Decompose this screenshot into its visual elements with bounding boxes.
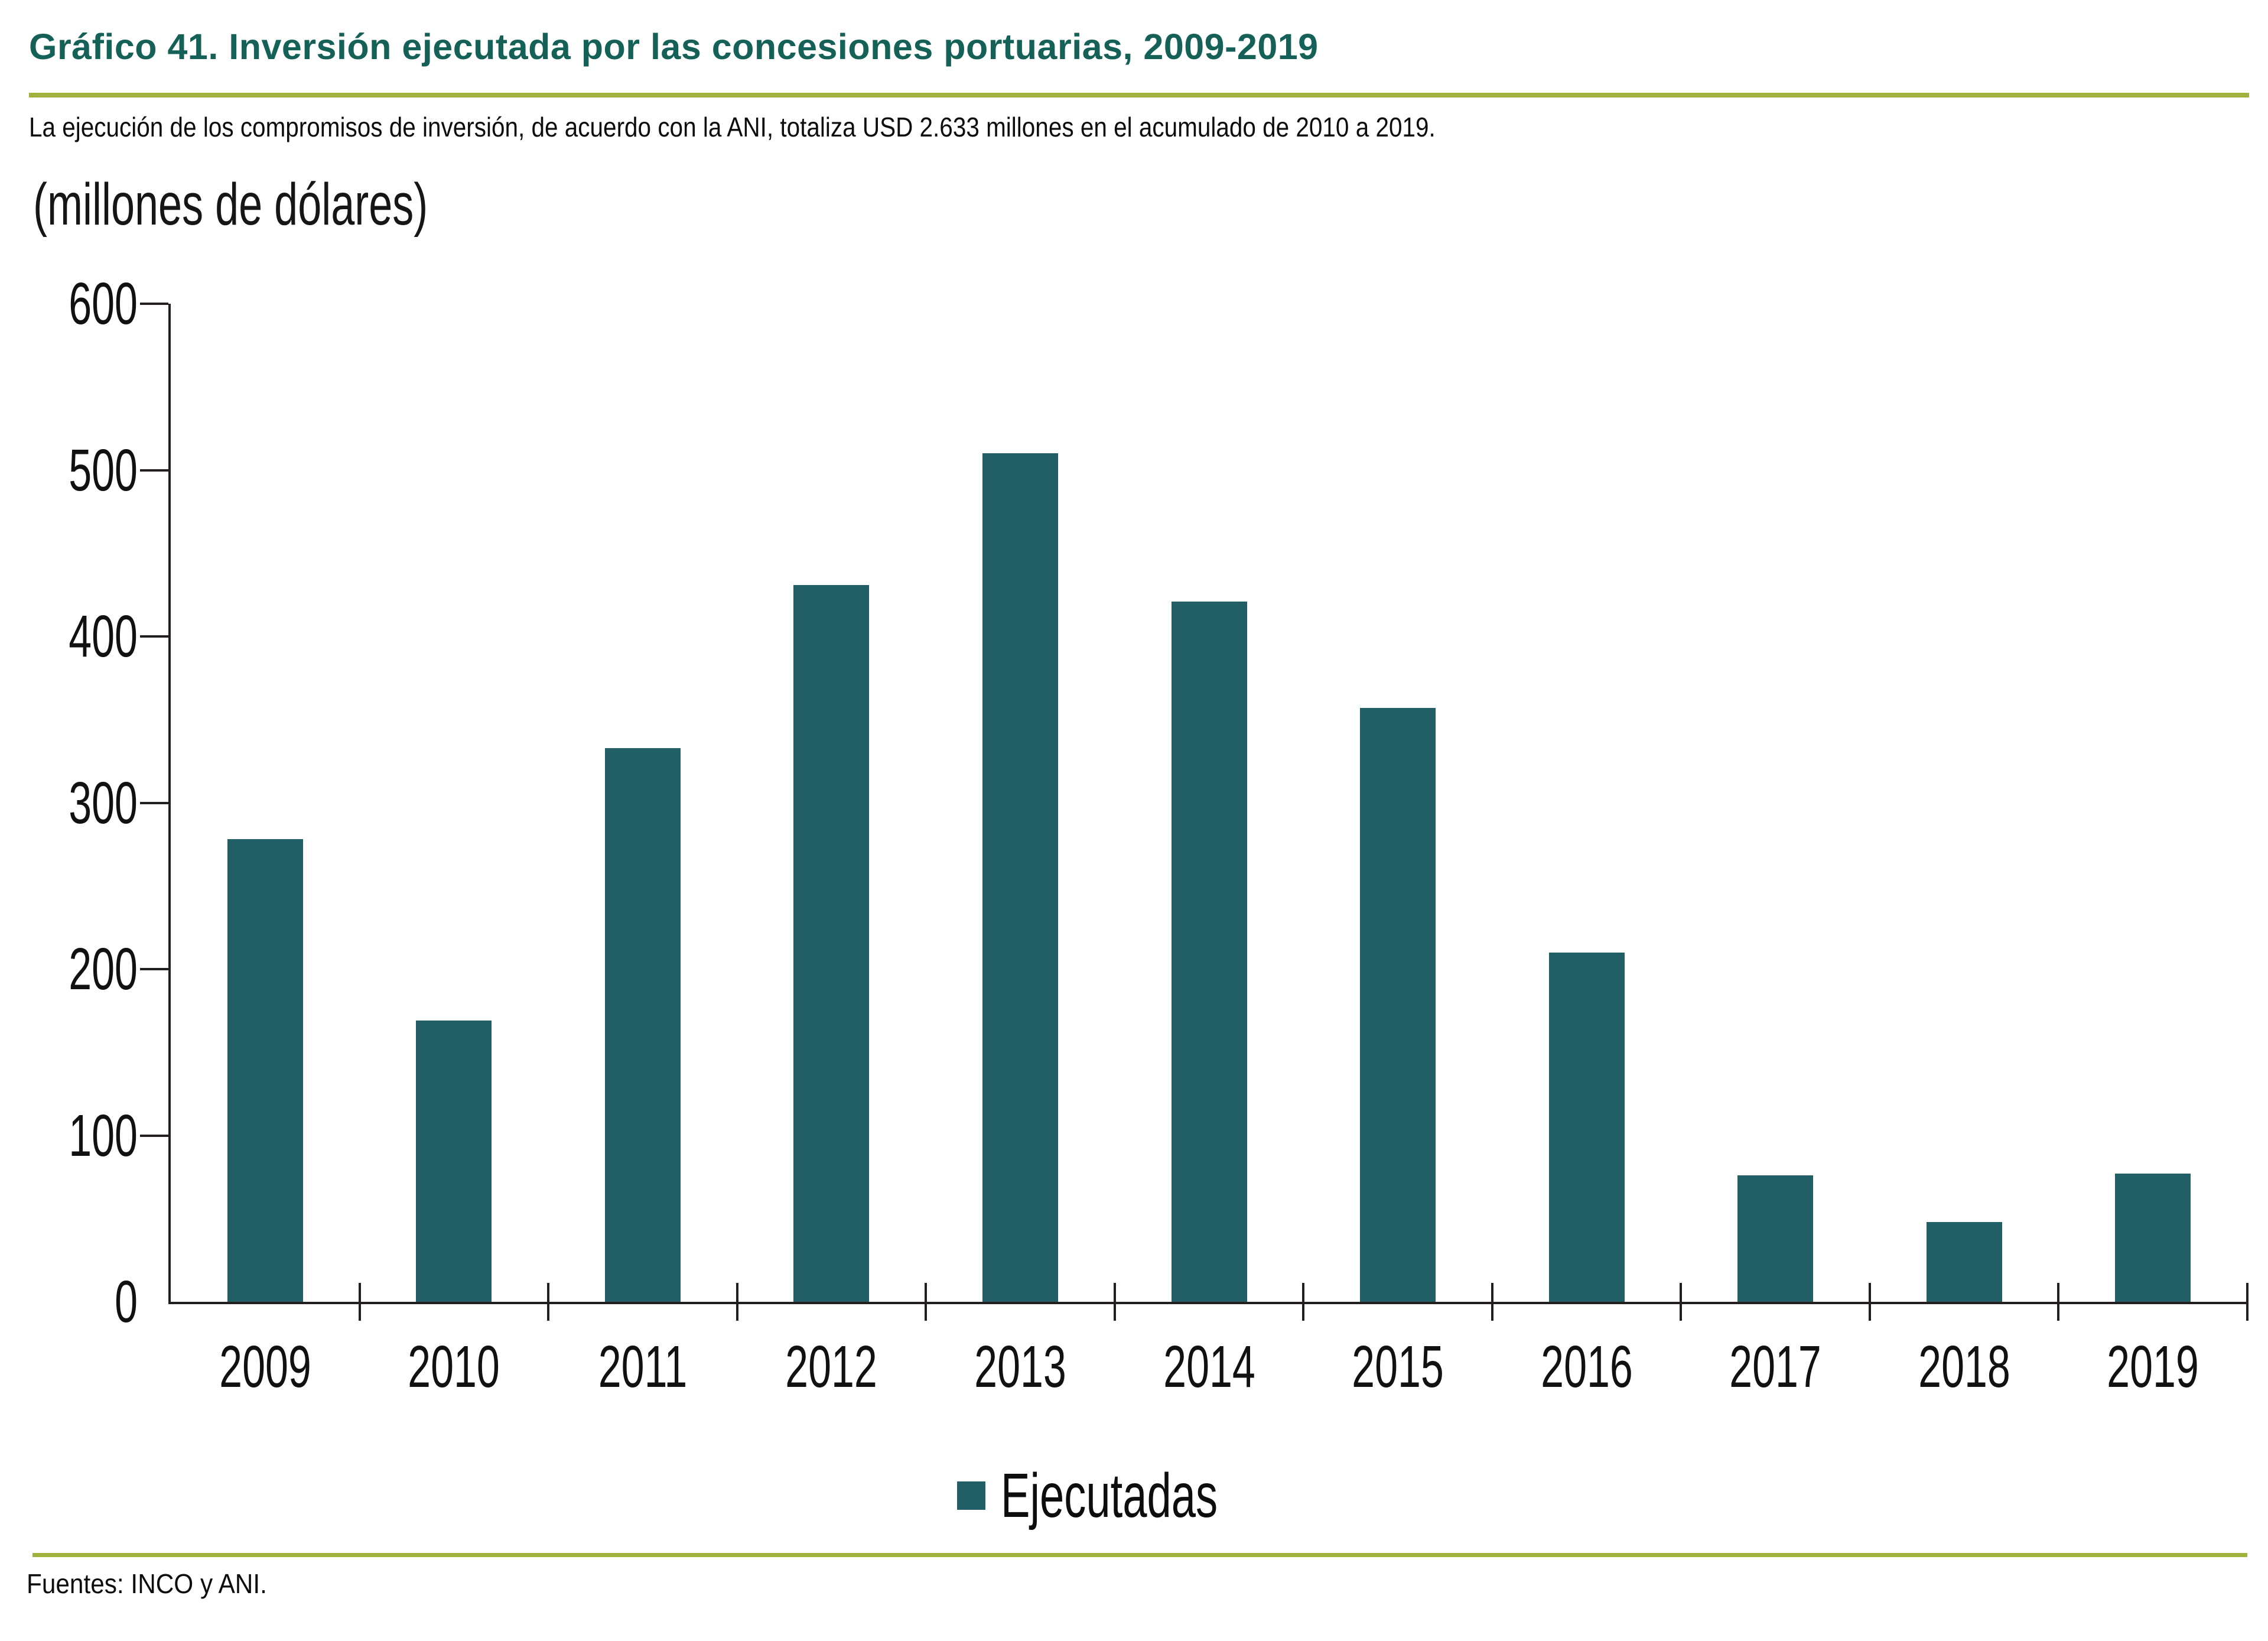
legend-swatch-ejecutadas bbox=[957, 1481, 986, 1510]
y-axis-tick-100 bbox=[140, 1134, 168, 1137]
y-axis-label-600: 600 bbox=[69, 271, 138, 337]
bar-2016 bbox=[1548, 952, 1625, 1302]
y-axis-label-100: 100 bbox=[69, 1102, 138, 1169]
x-axis-tick-2 bbox=[547, 1283, 550, 1321]
x-axis-label-2009: 2009 bbox=[219, 1334, 311, 1400]
x-axis-label-2012: 2012 bbox=[785, 1334, 878, 1400]
x-axis-tick-8 bbox=[1680, 1283, 1683, 1321]
footer-divider-rule bbox=[32, 1553, 2247, 1557]
x-axis-label-2013: 2013 bbox=[974, 1334, 1066, 1400]
y-axis-tick-300 bbox=[140, 801, 168, 804]
x-axis-label-2011: 2011 bbox=[598, 1334, 688, 1400]
y-axis-label-300: 300 bbox=[69, 769, 138, 836]
source-note: Fuentes: INCO y ANI. bbox=[27, 1568, 267, 1599]
y-axis-label-500: 500 bbox=[69, 437, 138, 503]
bar-2013 bbox=[982, 453, 1058, 1302]
x-axis-label-2010: 2010 bbox=[408, 1334, 500, 1400]
x-axis-label-2019: 2019 bbox=[2107, 1334, 2199, 1400]
y-axis-tick-500 bbox=[140, 469, 168, 472]
x-axis-label-2014: 2014 bbox=[1163, 1334, 1255, 1400]
x-axis-tick-1 bbox=[358, 1283, 361, 1321]
y-axis-label-0: 0 bbox=[115, 1269, 138, 1335]
legend-label: Ejecutadas bbox=[1001, 1461, 1218, 1530]
y-axis-units-label: (millones de dólares) bbox=[33, 171, 428, 238]
y-axis-tick-600 bbox=[140, 303, 168, 305]
bar-2011 bbox=[604, 748, 681, 1302]
x-axis-tick-11 bbox=[2246, 1283, 2249, 1321]
title-divider-rule bbox=[29, 93, 2249, 98]
x-axis-tick-10 bbox=[2057, 1283, 2060, 1321]
legend: Ejecutadas bbox=[0, 1464, 2268, 1527]
plot-area: 0 100 200 300 400 500 600 2009 2010 2011 2012 2013 2… bbox=[69, 274, 2249, 1396]
chart-subtitle: La ejecución de los compromisos de inver… bbox=[29, 112, 1436, 142]
y-axis-tick-200 bbox=[140, 968, 168, 971]
y-axis-tick-400 bbox=[140, 635, 168, 638]
bar-2010 bbox=[416, 1021, 492, 1302]
bar-2012 bbox=[793, 584, 870, 1302]
bar-2009 bbox=[227, 839, 303, 1302]
x-axis-label-2018: 2018 bbox=[1918, 1334, 2010, 1400]
bar-2015 bbox=[1360, 708, 1436, 1302]
x-axis-tick-4 bbox=[925, 1283, 928, 1321]
x-axis-tick-3 bbox=[736, 1283, 738, 1321]
chart-title: Gráfico 41. Inversión ejecutada por las … bbox=[29, 27, 1319, 67]
x-axis-tick-9 bbox=[1868, 1283, 1871, 1321]
x-axis-tick-6 bbox=[1302, 1283, 1305, 1321]
x-axis-tick-5 bbox=[1113, 1283, 1116, 1321]
x-axis-label-2015: 2015 bbox=[1352, 1334, 1444, 1400]
x-axis-label-2016: 2016 bbox=[1540, 1334, 1633, 1400]
bar-2017 bbox=[1737, 1175, 1814, 1302]
x-axis-label-2017: 2017 bbox=[1729, 1334, 1821, 1400]
x-axis-tick-7 bbox=[1491, 1283, 1493, 1321]
bar-2018 bbox=[1926, 1221, 2002, 1302]
bar-2014 bbox=[1171, 601, 1247, 1302]
y-axis-label-200: 200 bbox=[69, 936, 138, 1003]
bar-2019 bbox=[2115, 1174, 2191, 1302]
y-axis-label-400: 400 bbox=[69, 603, 138, 670]
